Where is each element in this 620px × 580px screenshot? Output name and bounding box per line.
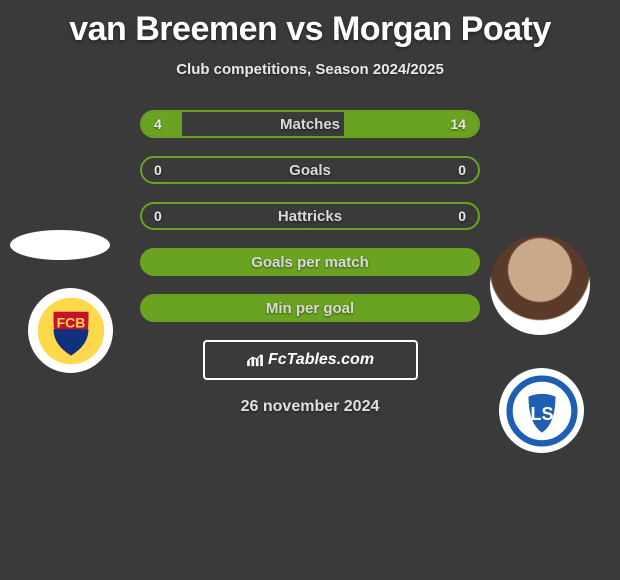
stat-label: Min per goal — [266, 300, 354, 317]
stat-label: Goals per match — [251, 254, 369, 271]
stat-row-matches: 4 Matches 14 — [140, 110, 480, 138]
stat-row-min-per-goal: Min per goal — [140, 294, 480, 322]
stat-value-left: 0 — [154, 208, 162, 224]
player-right-avatar — [490, 235, 590, 335]
stat-value-left: 4 — [154, 116, 162, 132]
page-title: van Breemen vs Morgan Poaty — [0, 0, 620, 49]
subtitle: Club competitions, Season 2024/2025 — [0, 61, 620, 78]
svg-text:FCB: FCB — [56, 314, 85, 330]
comparison-area: FCB LS 4 Matches 14 0 Goals 0 — [0, 110, 620, 416]
stat-label: Goals — [289, 162, 331, 179]
stat-rows: 4 Matches 14 0 Goals 0 0 Hattricks 0 Goa… — [140, 110, 480, 322]
stat-bar-left — [142, 112, 182, 136]
stat-value-right: 14 — [450, 116, 466, 132]
stat-value-right: 0 — [458, 208, 466, 224]
stat-row-hattricks: 0 Hattricks 0 — [140, 202, 480, 230]
fc-basel-icon: FCB — [36, 296, 106, 366]
club-right-badge: LS — [499, 368, 584, 453]
bar-chart-icon — [246, 353, 264, 367]
svg-text:LS: LS — [530, 404, 553, 424]
stat-label: Hattricks — [278, 208, 342, 225]
stat-row-goals: 0 Goals 0 — [140, 156, 480, 184]
stat-row-goals-per-match: Goals per match — [140, 248, 480, 276]
brand-text: FcTables.com — [268, 351, 374, 369]
stat-label: Matches — [280, 116, 340, 133]
lausanne-sport-icon: LS — [506, 375, 578, 447]
stat-value-left: 0 — [154, 162, 162, 178]
stat-value-right: 0 — [458, 162, 466, 178]
brand-box: FcTables.com — [203, 340, 418, 380]
club-left-badge: FCB — [28, 288, 113, 373]
player-left-avatar — [10, 230, 110, 260]
